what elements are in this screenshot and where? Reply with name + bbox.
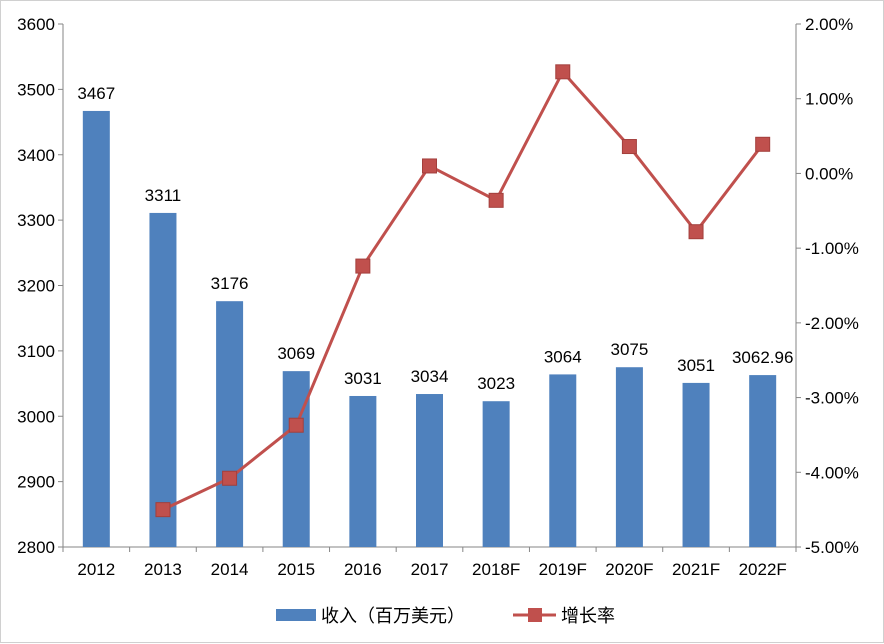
bar-data-label: 3031	[344, 369, 382, 388]
bar	[82, 110, 110, 547]
x-tick-label: 2013	[144, 560, 182, 579]
bar	[549, 374, 577, 547]
growth-marker	[288, 417, 304, 433]
left-tick-label: 3600	[17, 15, 55, 34]
legend-bar-swatch	[276, 609, 316, 621]
right-tick-label: 2.00%	[805, 15, 853, 34]
left-tick-label: 3100	[17, 342, 55, 361]
x-tick-label: 2016	[344, 560, 382, 579]
right-tick-label: -1.00%	[805, 239, 859, 258]
growth-marker	[488, 192, 504, 208]
bar-data-label: 3064	[544, 347, 582, 366]
bar	[416, 394, 443, 547]
x-tick-label: 2021F	[672, 560, 720, 579]
growth-marker	[422, 158, 437, 174]
x-tick-label: 2022F	[739, 560, 787, 579]
growth-marker	[355, 258, 371, 274]
bar	[216, 301, 244, 547]
left-tick-label: 2900	[17, 473, 55, 492]
bar	[149, 212, 177, 547]
left-tick-label: 2800	[17, 538, 55, 557]
bar-data-label: 3034	[411, 367, 449, 386]
growth-marker	[555, 64, 571, 80]
left-tick-label: 3300	[17, 211, 55, 230]
bar-data-label: 3062.96	[732, 348, 793, 367]
x-tick-label: 2012	[77, 560, 115, 579]
right-tick-label: -5.00%	[805, 538, 859, 557]
right-tick-label: -2.00%	[805, 314, 859, 333]
legend-bar-label: 收入（百万美元）	[321, 606, 465, 626]
right-tick-label: -3.00%	[805, 389, 859, 408]
growth-marker	[688, 224, 704, 240]
x-tick-label: 2019F	[539, 560, 587, 579]
right-tick-label: 0.00%	[805, 164, 853, 183]
left-tick-label: 3000	[17, 407, 55, 426]
right-tick-label: 1.00%	[805, 90, 853, 109]
bar-data-label: 3467	[77, 84, 115, 103]
growth-marker	[155, 502, 171, 518]
bar-data-label: 3311	[145, 186, 182, 205]
bar-data-label: 3023	[477, 374, 515, 393]
x-tick-label: 2018F	[472, 560, 520, 579]
bar	[749, 375, 777, 547]
bar	[349, 395, 377, 547]
bar	[615, 367, 643, 547]
growth-line	[162, 69, 764, 511]
bar	[682, 382, 710, 547]
left-tick-label: 3400	[17, 146, 55, 165]
bar-data-label: 3051	[677, 356, 715, 375]
growth-marker	[222, 470, 238, 486]
x-tick-label: 2015	[277, 560, 315, 579]
legend-line-marker	[528, 608, 542, 622]
legend-line-label: 增长率	[561, 606, 615, 626]
left-tick-label: 3200	[17, 277, 55, 296]
growth-marker	[755, 136, 771, 152]
bar	[482, 401, 510, 547]
growth-marker	[621, 139, 637, 155]
x-tick-label: 2020F	[605, 560, 653, 579]
bar	[282, 371, 310, 547]
bar-data-label: 3069	[277, 344, 315, 363]
bar-data-label: 3075	[610, 340, 648, 359]
x-tick-label: 2014	[211, 560, 249, 579]
bar-data-label: 3176	[211, 274, 249, 293]
x-tick-label: 2017	[411, 560, 449, 579]
left-tick-label: 3500	[17, 80, 55, 99]
right-tick-label: -4.00%	[805, 463, 859, 482]
